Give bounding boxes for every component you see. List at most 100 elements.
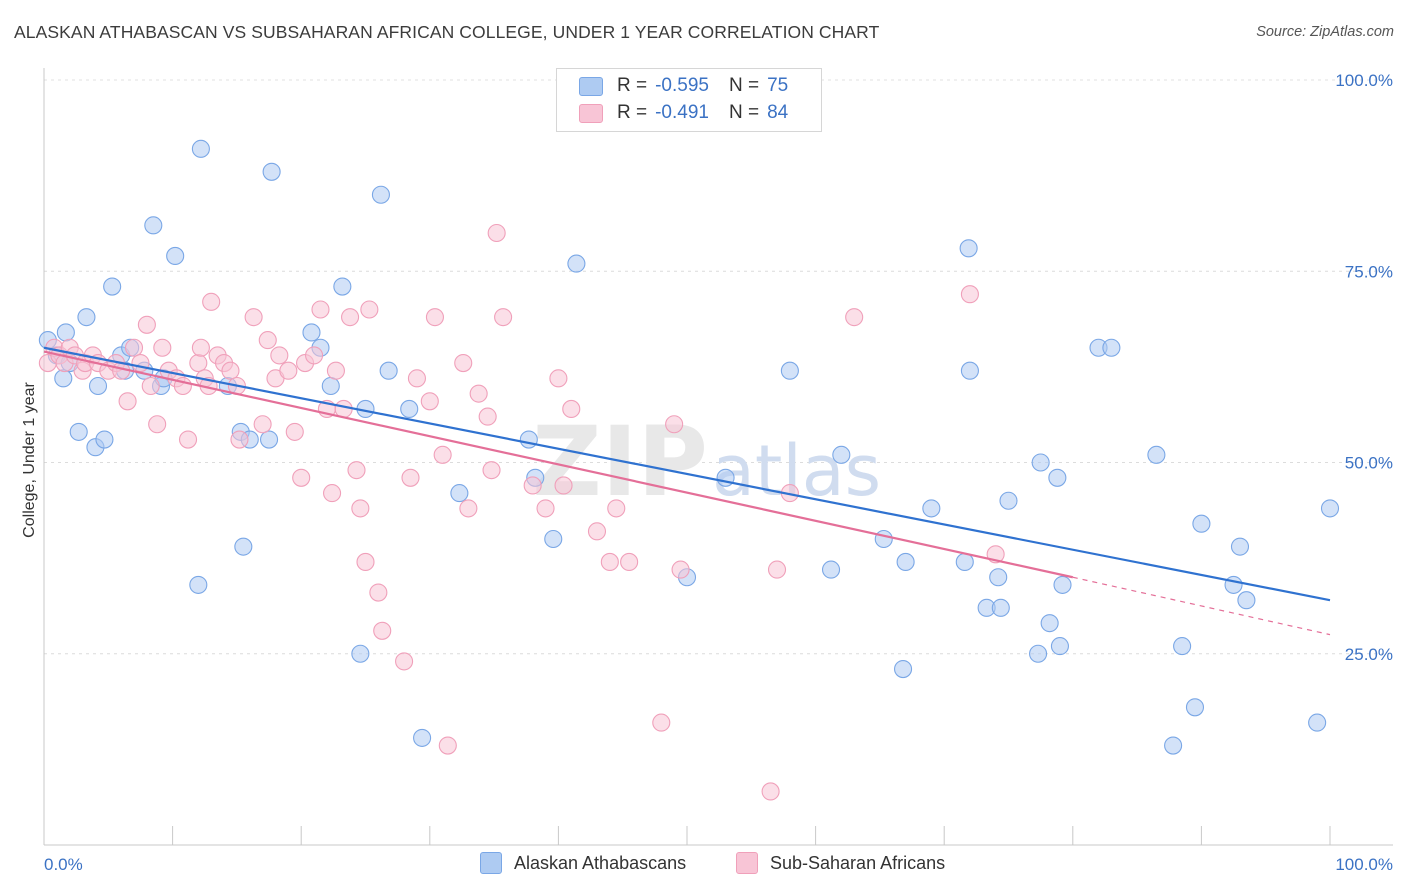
data-point [356, 552, 375, 572]
data-point [1308, 713, 1327, 732]
chart-title: ALASKAN ATHABASCAN VS SUBSAHARAN AFRICAN… [14, 22, 880, 42]
data-point [554, 476, 573, 495]
data-point [600, 552, 619, 572]
trend-line-athabascan [43, 346, 1331, 602]
data-point [1224, 575, 1243, 594]
data-point [893, 659, 913, 679]
data-point [369, 583, 388, 602]
legend-r-value-subsaharan: -0.491 [655, 102, 709, 123]
data-point [124, 338, 144, 357]
data-point [88, 376, 108, 396]
data-point [420, 392, 439, 411]
data-point [234, 537, 253, 556]
gridlines [44, 79, 1393, 655]
data-point [1031, 453, 1050, 472]
data-point [360, 300, 379, 319]
x-tick-label-min: 0.0% [44, 855, 83, 874]
data-point [469, 384, 488, 403]
data-point [454, 353, 473, 373]
data-point [896, 552, 915, 572]
data-point [487, 223, 506, 243]
data-point [607, 499, 626, 518]
legend-n-label: N = [728, 102, 760, 123]
data-point [153, 338, 172, 357]
data-point [1029, 644, 1048, 663]
bottom-legend-label: Sub-Saharan Africans [770, 852, 946, 873]
legend-swatch-pink [579, 103, 603, 123]
data-point [305, 346, 324, 365]
data-point [955, 552, 974, 572]
trend-line-subsaharan [43, 350, 1074, 579]
data-point [761, 782, 780, 801]
watermark-atlas: atlas [712, 430, 881, 512]
data-point [425, 308, 444, 327]
data-point [371, 185, 390, 204]
source-credit: Source: ZipAtlas.com [1256, 24, 1394, 40]
legend-r-label: R = [617, 75, 648, 96]
data-point [922, 499, 941, 518]
bottom-legend-subsaharan[interactable]: Sub-Saharan Africans [736, 852, 945, 874]
data-point [253, 415, 272, 434]
data-point [311, 300, 330, 319]
data-point [244, 308, 263, 327]
data-point [326, 361, 345, 380]
data-point [960, 361, 979, 380]
data-point [323, 484, 342, 503]
data-point [523, 476, 542, 495]
data-point [767, 560, 787, 579]
data-point [191, 139, 210, 158]
data-point [178, 430, 198, 449]
trend-line-extension [1072, 576, 1331, 636]
series-layer [38, 139, 1340, 801]
data-point [292, 468, 311, 487]
y-tick-label: 25.0% [1345, 645, 1393, 664]
data-point [459, 499, 478, 518]
data-point [450, 484, 469, 503]
data-point [189, 575, 208, 594]
data-point [137, 315, 156, 334]
data-point [118, 392, 137, 411]
legend-swatch-blue [579, 76, 603, 96]
data-point [400, 399, 419, 419]
data-point [991, 598, 1010, 617]
data-point [562, 399, 581, 419]
data-point [845, 308, 864, 327]
data-point [1040, 614, 1059, 633]
y-axis-title: College, Under 1 year [21, 382, 38, 538]
data-point [351, 644, 370, 663]
data-point [230, 430, 249, 449]
data-point [1048, 468, 1067, 487]
y-tick-label: 100.0% [1335, 71, 1393, 90]
data-point [407, 369, 426, 388]
data-point [302, 323, 321, 342]
data-point [433, 445, 452, 464]
data-point [832, 445, 851, 464]
data-point [341, 308, 360, 327]
bottom-legend-athabascan[interactable]: Alaskan Athabascans [480, 852, 686, 874]
data-point [960, 285, 979, 304]
data-point [321, 376, 340, 396]
bottom-legend-swatch-pink [736, 852, 758, 874]
trend-layer [43, 346, 1331, 636]
data-point [1053, 575, 1072, 594]
data-point [166, 246, 185, 265]
data-point [373, 621, 392, 640]
data-point [189, 353, 208, 373]
data-point [69, 422, 88, 441]
bottom-legend-label: Alaskan Athabascans [514, 852, 687, 873]
data-point [347, 461, 366, 480]
data-point [401, 468, 420, 487]
data-point [1320, 499, 1340, 518]
data-point [652, 713, 671, 732]
data-point [438, 736, 457, 755]
data-point [279, 361, 298, 380]
data-point [567, 254, 586, 273]
y-tick-label: 75.0% [1345, 262, 1393, 281]
data-point [95, 430, 114, 449]
data-point [478, 407, 497, 426]
data-point [148, 415, 167, 434]
data-point [1173, 637, 1192, 656]
data-point [144, 216, 163, 235]
correlation-legend: R = -0.595 N = 75 R = -0.491 N = 84 [556, 68, 822, 132]
